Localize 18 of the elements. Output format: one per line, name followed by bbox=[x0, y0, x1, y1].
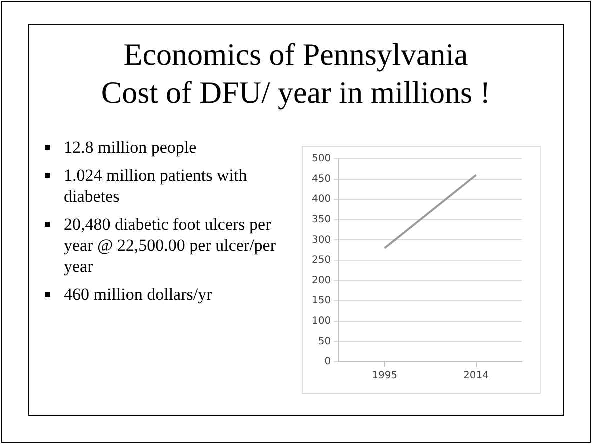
text: 20,480 diabetic foot ulcers per year @ 22,500.00 per ulcer/per year bbox=[64, 214, 278, 277]
y-tick-label: 350 bbox=[312, 214, 332, 226]
chart-title: Economics of Pennsylvania Cost of DFU/ year in millions ! bbox=[100, 36, 492, 112]
x-tick-label: 1995 bbox=[372, 370, 398, 382]
text: 12.8 million people bbox=[64, 137, 198, 158]
y-tick-label: 300 bbox=[312, 234, 332, 246]
y-tick-label: 100 bbox=[312, 316, 332, 327]
x-tick-label: 2014 bbox=[464, 370, 489, 382]
y-tick-label: 400 bbox=[312, 194, 332, 206]
text: 1.024 million patients with diabetes bbox=[64, 165, 248, 207]
y-tick-label: 50 bbox=[318, 336, 332, 348]
y-tick-label: 450 bbox=[312, 174, 332, 185]
y-tick-label: 150 bbox=[312, 296, 332, 307]
y-tick-label: 200 bbox=[312, 275, 332, 286]
y-tick-label: 0 bbox=[324, 356, 332, 368]
y-tick-label: 250 bbox=[312, 255, 332, 266]
text: 460 million dollars/yr bbox=[64, 284, 214, 305]
y-tick-label: 500 bbox=[312, 154, 332, 165]
